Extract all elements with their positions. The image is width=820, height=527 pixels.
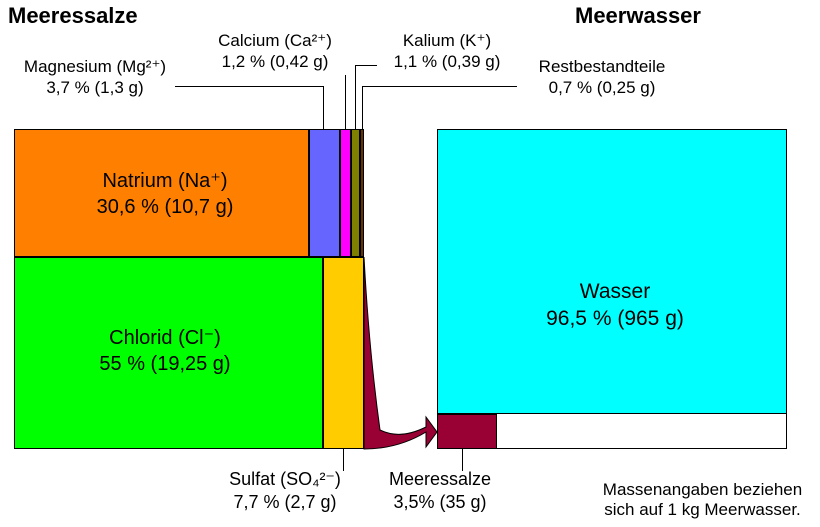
- footnote: Massenangaben beziehen sich auf 1 kg Mee…: [590, 480, 815, 521]
- text-wasser-val: 96,5 % (965 g): [546, 307, 684, 330]
- label-rest: Restbestandteile 0,7 % (0,25 g): [517, 56, 687, 99]
- label-calcium-name: Calcium (Ca²⁺): [218, 31, 332, 50]
- label-calcium-val: 1,2 % (0,42 g): [222, 52, 329, 71]
- leader-magnesium-v: [323, 86, 324, 129]
- label-calcium: Calcium (Ca²⁺) 1,2 % (0,42 g): [195, 30, 355, 73]
- leader-rest-v: [362, 86, 363, 129]
- leader-kalium-v: [355, 65, 356, 129]
- block-wasser: [437, 129, 787, 414]
- block-rest: [360, 129, 364, 257]
- text-chlorid: Chlorid (Cl⁻) 55 % (19,25 g): [60, 325, 270, 377]
- leader-salze-v: [462, 449, 463, 471]
- title-left: Meeressalze: [8, 3, 138, 29]
- block-kalium: [351, 129, 360, 257]
- text-chlorid-name: Chlorid (Cl⁻): [109, 327, 221, 349]
- label-sulfat: Sulfat (SO₄²⁻) 7,7 % (2,7 g): [205, 468, 365, 513]
- text-wasser: Wasser 96,5 % (965 g): [510, 278, 720, 333]
- leader-magnesium-h: [175, 86, 323, 87]
- label-salze: Meeressalze 3,5% (35 g): [370, 468, 510, 513]
- label-magnesium-val: 3,7 % (1,3 g): [46, 78, 143, 97]
- block-calcium: [340, 129, 351, 257]
- block-salze: [437, 414, 497, 449]
- label-rest-val: 0,7 % (0,25 g): [549, 78, 656, 97]
- label-magnesium: Magnesium (Mg²⁺) 3,7 % (1,3 g): [5, 56, 185, 99]
- leader-rest-h: [362, 86, 517, 87]
- leader-sulfat-v: [343, 449, 344, 471]
- footnote-l2: sich auf 1 kg Meerwasser.: [604, 500, 801, 519]
- block-magnesium: [309, 129, 340, 257]
- label-sulfat-val: 7,7 % (2,7 g): [233, 492, 336, 512]
- label-salze-val: 3,5% (35 g): [393, 492, 486, 512]
- leader-kalium-h: [355, 65, 377, 66]
- title-right: Meerwasser: [575, 3, 701, 29]
- label-kalium-name: Kalium (K⁺): [403, 31, 491, 50]
- label-salze-name: Meeressalze: [389, 469, 491, 489]
- text-natrium-val: 30,6 % (10,7 g): [97, 196, 234, 218]
- text-natrium-name: Natrium (Na⁺): [102, 170, 227, 192]
- text-chlorid-val: 55 % (19,25 g): [99, 353, 230, 375]
- text-wasser-name: Wasser: [580, 280, 650, 303]
- label-kalium-val: 1,1 % (0,39 g): [394, 52, 501, 71]
- label-sulfat-name: Sulfat (SO₄²⁻): [229, 469, 341, 489]
- label-magnesium-name: Magnesium (Mg²⁺): [24, 57, 166, 76]
- text-natrium: Natrium (Na⁺) 30,6 % (10,7 g): [60, 168, 270, 220]
- leader-calcium-v: [345, 75, 346, 129]
- block-sulfat: [323, 257, 364, 449]
- label-kalium: Kalium (K⁺) 1,1 % (0,39 g): [377, 30, 517, 73]
- label-rest-name: Restbestandteile: [539, 57, 666, 76]
- footnote-l1: Massenangaben beziehen: [603, 480, 802, 499]
